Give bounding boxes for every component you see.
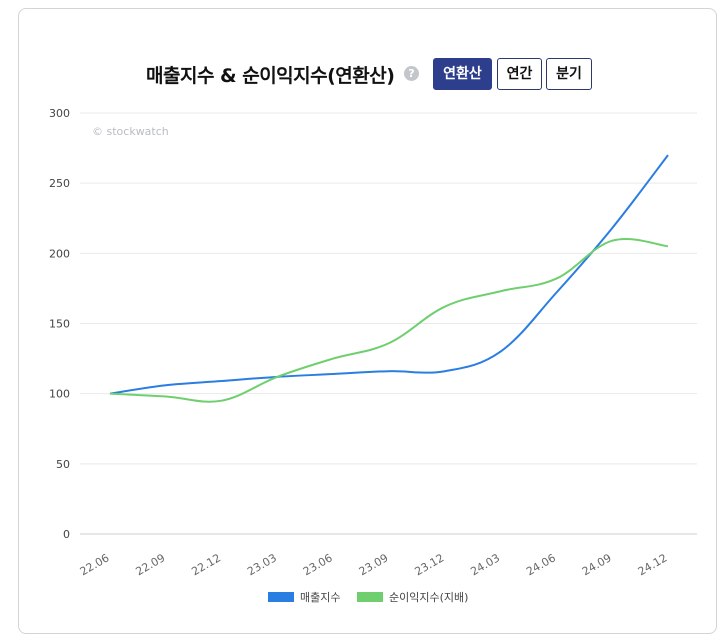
x-tick-label: 24.03 xyxy=(468,551,502,578)
y-tick-label: 250 xyxy=(49,177,70,190)
x-tick-label: 22.06 xyxy=(78,551,112,578)
x-tick-label: 23.06 xyxy=(301,551,335,578)
annual-button[interactable]: 연간 xyxy=(497,58,542,90)
grid-lines xyxy=(80,112,697,535)
x-tick-label: 23.12 xyxy=(413,551,447,578)
x-tick-label: 22.09 xyxy=(134,551,168,578)
quarterly-button[interactable]: 분기 xyxy=(546,58,592,90)
legend-swatch-0 xyxy=(268,592,294,602)
chart-header: 매출지수 & 순이익지수(연환산) ? 연환산 연간 분기 xyxy=(19,57,716,93)
x-tick-label: 24.12 xyxy=(636,551,670,578)
chart-card: 매출지수 & 순이익지수(연환산) ? 연환산 연간 분기 xyxy=(18,8,717,634)
series-lines xyxy=(109,154,669,403)
x-tick-label: 24.09 xyxy=(580,551,614,578)
x-tick-label: 24.06 xyxy=(524,551,558,578)
x-tick-label: 22.12 xyxy=(189,551,223,578)
y-tick-label: 300 xyxy=(49,107,70,120)
legend-swatch-1 xyxy=(357,592,383,602)
series-line-0 xyxy=(109,154,669,395)
y-tick-label: 50 xyxy=(56,458,70,471)
chart-title: 매출지수 & 순이익지수(연환산) xyxy=(146,65,395,87)
x-tick-label: 23.09 xyxy=(357,551,391,578)
series-line-1 xyxy=(109,237,669,403)
annualized-button[interactable]: 연환산 xyxy=(433,58,492,90)
y-tick-label: 100 xyxy=(49,388,70,401)
watermark: © stockwatch xyxy=(92,125,169,138)
y-tick-label: 200 xyxy=(49,247,70,260)
y-tick-label: 150 xyxy=(49,318,70,331)
legend-label-1: 순이익지수(지배) xyxy=(389,591,468,604)
y-axis-ticks: 0 50 100 150 200 250 300 xyxy=(49,107,70,541)
help-icon[interactable]: ? xyxy=(404,66,419,81)
x-tick-label: 23.03 xyxy=(245,551,279,578)
y-tick-label: 0 xyxy=(63,528,70,541)
x-axis-ticks: 22.06 22.09 22.12 23.03 23.06 23.09 23.12 24.03… xyxy=(78,551,670,578)
legend-label-0: 매출지수 xyxy=(300,591,340,604)
legend: 매출지수 순이익지수(지배) xyxy=(268,591,468,604)
